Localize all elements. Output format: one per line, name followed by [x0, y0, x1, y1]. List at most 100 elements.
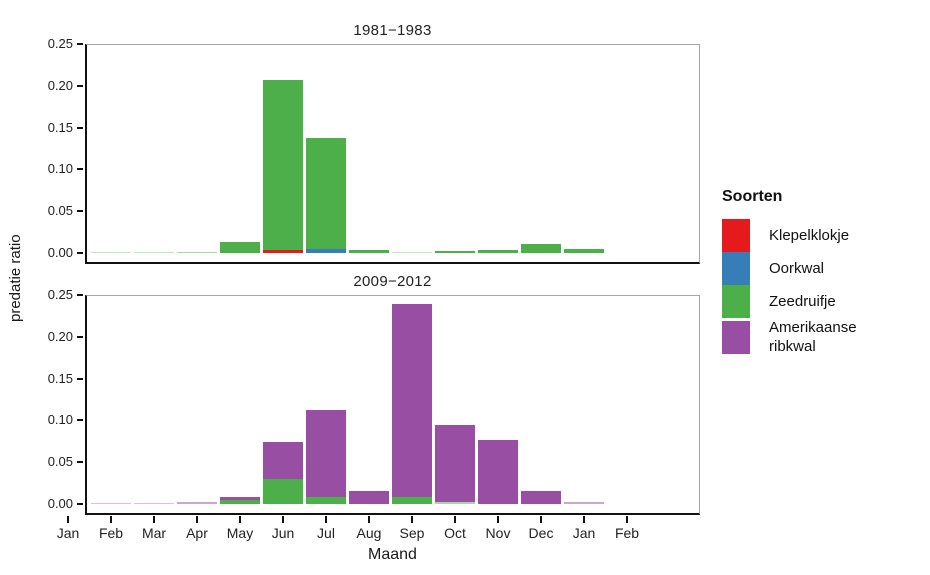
- legend-row-klepelklokje: Klepelklokje: [722, 219, 912, 252]
- y-tick-label: 0.10: [47, 161, 73, 177]
- y-tick-label: 0.20: [47, 77, 73, 93]
- x-tick-mark: [368, 516, 370, 523]
- legend-swatch-zeedruifje: [722, 285, 750, 318]
- x-tick-mark: [153, 516, 155, 523]
- y-tick-mark: [77, 168, 83, 171]
- bar-segment: [435, 425, 475, 503]
- legend-swatch-klepelklokje: [722, 219, 750, 252]
- axis-title-y: predatie ratio: [7, 234, 24, 322]
- panel-2009-2012: [85, 295, 700, 515]
- legend-row-oorkwal: Oorkwal: [722, 252, 912, 285]
- x-tick-mark: [411, 516, 413, 523]
- y-tick-mark: [77, 377, 83, 380]
- bar-segment: [263, 478, 303, 504]
- bar-segment: [521, 243, 561, 253]
- x-tick-label: Nov: [485, 525, 511, 541]
- bar-segment: [263, 442, 303, 479]
- bar-segment: [220, 497, 260, 500]
- bar-segment: [177, 502, 217, 504]
- panel-title-1981-1983: 1981−1983: [353, 22, 432, 39]
- y-tick-mark: [77, 210, 83, 213]
- legend-label: Amerikaanse ribkwal: [769, 319, 857, 355]
- bar-segment: [349, 249, 389, 253]
- panel-title-2009-2012: 2009−2012: [353, 273, 432, 290]
- bar-segment: [134, 502, 174, 504]
- y-tick-label: 0.00: [47, 496, 73, 511]
- y-tick-label: 0.15: [47, 370, 73, 386]
- y-tick-mark: [77, 126, 83, 129]
- x-tick-label: Mar: [141, 525, 167, 541]
- bar-segment: [220, 499, 260, 504]
- x-tick-mark: [239, 516, 241, 523]
- bar-segment: [478, 249, 518, 253]
- y-tick-mark: [77, 294, 83, 296]
- legend-label: Klepelklokje: [769, 227, 850, 244]
- bar-segment: [91, 502, 131, 504]
- y-tick-mark: [77, 503, 83, 505]
- y-tick-label: 0.05: [47, 203, 73, 219]
- x-tick-label: Sep: [399, 525, 425, 541]
- bar-segment: [392, 251, 432, 253]
- y-tick-mark: [77, 335, 83, 338]
- legend-title: Soorten: [722, 188, 783, 205]
- axis-title-x: Maand: [368, 546, 417, 563]
- y-tick-label: 0.25: [47, 36, 73, 51]
- x-tick-label: Aug: [356, 525, 382, 541]
- x-tick-label: Feb: [98, 525, 124, 541]
- bar-segment: [177, 251, 217, 253]
- bar-segment: [478, 439, 518, 504]
- y-tick-mark: [77, 252, 83, 254]
- bar-segment: [263, 249, 303, 253]
- bar-segment: [521, 490, 561, 504]
- y-tick-label: 0.25: [47, 287, 73, 302]
- legend-row-amerikaanse-ribkwal: Amerikaanse ribkwal: [722, 318, 912, 356]
- bar-segment: [392, 497, 432, 504]
- bar-segment: [306, 409, 346, 498]
- y-tick-mark: [77, 43, 83, 45]
- y-tick-mark: [77, 84, 83, 87]
- bar-segment: [392, 304, 432, 498]
- bar-segment: [263, 79, 303, 250]
- x-tick-label: Jan: [56, 525, 80, 541]
- y-tick-label: 0.10: [47, 412, 73, 428]
- x-tick-mark: [67, 516, 69, 523]
- bar-segment: [91, 251, 131, 253]
- legend: Soorten Klepelklokje Oorkwal Zeedruifje Ame…: [722, 188, 912, 356]
- bar-segment: [564, 248, 604, 253]
- bar-segment: [349, 490, 389, 504]
- y-tick-label: 0.15: [47, 119, 73, 135]
- legend-swatch-oorkwal: [722, 252, 750, 285]
- bar-segment: [435, 502, 475, 504]
- x-tick-mark: [583, 516, 585, 523]
- y-tick-label: 0.20: [47, 328, 73, 344]
- x-tick-mark: [626, 516, 628, 523]
- y-tick-mark: [77, 419, 83, 422]
- x-tick-label: Dec: [528, 525, 554, 541]
- x-tick-label: Feb: [614, 525, 640, 541]
- legend-label: Zeedruifje: [769, 293, 836, 310]
- x-tick-label: Jan: [572, 525, 596, 541]
- x-tick-label: Apr: [186, 525, 208, 541]
- x-tick-mark: [196, 516, 198, 523]
- legend-row-zeedruifje: Zeedruifje: [722, 285, 912, 318]
- bar-segment: [134, 251, 174, 253]
- x-tick-mark: [497, 516, 499, 523]
- bar-segment: [220, 242, 260, 253]
- x-tick-label: Jul: [317, 525, 335, 541]
- x-tick-label: May: [226, 525, 254, 541]
- legend-label: Oorkwal: [769, 260, 825, 277]
- y-tick-label: 0.05: [47, 454, 73, 470]
- y-tick-label: 0.00: [47, 245, 73, 260]
- x-tick-mark: [110, 516, 112, 523]
- x-tick-label: Jun: [271, 525, 295, 541]
- bar-segment: [306, 137, 346, 249]
- bar-segment: [306, 248, 346, 253]
- x-tick-mark: [325, 516, 327, 523]
- x-tick-label: Oct: [444, 525, 466, 541]
- panel-1981-1983: [85, 44, 700, 264]
- y-tick-mark: [77, 461, 83, 464]
- x-tick-mark: [454, 516, 456, 523]
- bar-segment: [564, 502, 604, 504]
- x-tick-mark: [282, 516, 284, 523]
